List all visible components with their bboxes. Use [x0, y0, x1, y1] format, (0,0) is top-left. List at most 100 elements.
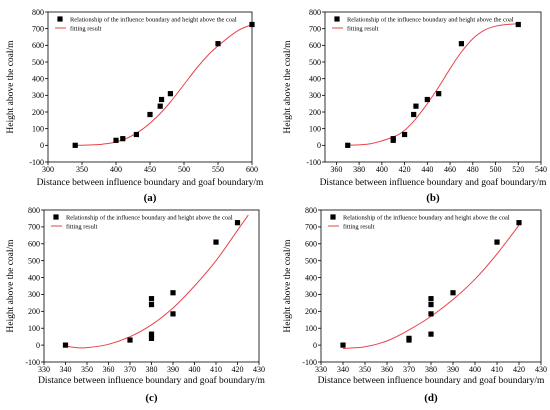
y-tick-label: 500	[28, 256, 40, 265]
data-point	[148, 296, 155, 302]
y-tick-label: 300	[28, 290, 40, 299]
y-tick-label: 500	[305, 256, 317, 265]
x-tick-label: 360	[103, 365, 115, 374]
x-tick-label: 340	[337, 365, 349, 374]
x-tick-label: 340	[60, 365, 72, 374]
x-tick-label: 390	[447, 365, 459, 374]
x-tick-label: 350	[81, 365, 93, 374]
y-tick-label: 800	[28, 206, 40, 215]
x-tick-label: 350	[76, 165, 88, 174]
x-tick-label: 450	[144, 165, 156, 174]
x-axis-label: Distance between influence boundary and …	[38, 375, 265, 386]
data-point	[340, 342, 346, 348]
x-tick-label: 370	[403, 365, 415, 374]
x-tick-label: 500	[490, 165, 502, 174]
y-tick-label: 500	[32, 58, 44, 67]
y-tick-label: 700	[28, 223, 40, 232]
y-tick-label: 800	[309, 8, 321, 17]
x-tick-label: 410	[210, 365, 222, 374]
legend-marker-points	[57, 16, 63, 22]
y-tick-label: 500	[309, 58, 321, 67]
x-tick-label: 600	[246, 165, 258, 174]
y-tick-label: 200	[28, 307, 40, 316]
data-point	[157, 103, 163, 109]
data-point	[113, 137, 119, 143]
y-tick-label: 600	[28, 240, 40, 249]
data-point	[401, 131, 408, 138]
fit-curve	[347, 23, 519, 146]
panels: 300 350 400 450 500 550 600 -100 0 100 200 300 400 50…	[6, 8, 547, 404]
data-point	[458, 41, 465, 47]
y-tick-label: 100	[32, 124, 44, 133]
y-tick-label: 0	[36, 341, 40, 350]
panel-label: (d)	[424, 392, 438, 404]
x-tick-label: 300	[42, 165, 54, 174]
x-tick-label: 330	[38, 365, 50, 374]
y-tick-label: 400	[32, 74, 44, 83]
chart-panel-3: 330 340 350 360 370 380 390 400 410 420 430 -100 0 10…	[6, 206, 266, 404]
x-tick-label: 540	[535, 165, 547, 174]
plot-frame	[324, 11, 542, 163]
y-tick-label: 100	[309, 124, 321, 133]
y-tick-label: 200	[309, 108, 321, 117]
legend-label-fit: fitting result	[66, 224, 98, 231]
x-tick-label: 400	[110, 165, 122, 174]
y-axis-label: Height above the coal/m	[283, 40, 293, 134]
x-tick-label: 440	[421, 165, 433, 174]
data-point	[170, 290, 176, 296]
data-point	[249, 21, 255, 28]
legend-marker-points	[53, 214, 59, 220]
x-tick-label: 430	[253, 365, 265, 374]
y-tick-label: 400	[28, 273, 40, 282]
data-point	[406, 335, 412, 341]
legend-marker-points	[330, 214, 336, 220]
fit-curve	[65, 214, 249, 349]
legend-label-points: Relationship of the influence boundary a…	[70, 17, 237, 24]
data-point	[516, 220, 522, 226]
x-tick-label: 480	[467, 165, 479, 174]
data-point	[148, 335, 155, 341]
y-tick-label: 200	[32, 108, 44, 117]
y-tick-label: 300	[309, 91, 321, 100]
y-tick-label: -100	[306, 158, 321, 167]
x-tick-label: 380	[146, 365, 158, 374]
y-tick-label: 700	[32, 24, 44, 33]
data-point	[494, 239, 500, 245]
data-point	[158, 96, 165, 103]
data-point	[147, 111, 153, 118]
x-tick-label: 330	[315, 365, 327, 374]
data-point	[62, 342, 69, 348]
x-axis-label: Distance between influence boundary and …	[318, 375, 545, 386]
y-tick-label: 0	[40, 141, 44, 150]
x-tick-label: 420	[399, 165, 411, 174]
panel-label: (a)	[144, 192, 157, 204]
panel-label: (c)	[145, 392, 158, 404]
x-tick-label: 550	[212, 165, 224, 174]
fit-curve	[75, 24, 252, 146]
chart-panel-2: 360 380 400 420 440 460 480 500 520 540 -100 0 100 20…	[283, 8, 547, 204]
data-point	[167, 91, 173, 97]
x-tick-label: 520	[512, 165, 524, 174]
y-tick-label: 100	[28, 324, 40, 333]
x-tick-label: 420	[513, 365, 525, 374]
data-point	[234, 220, 241, 226]
data-point	[120, 136, 126, 142]
data-point	[515, 21, 521, 28]
y-tick-label: 600	[309, 41, 321, 50]
legend-label-points: Relationship of the influence boundary a…	[347, 17, 514, 24]
legend-marker-points	[334, 16, 340, 22]
y-tick-label: 200	[305, 307, 317, 316]
x-tick-label: 420	[232, 365, 244, 374]
y-tick-label: 0	[317, 141, 321, 150]
y-tick-label: 800	[305, 206, 317, 215]
data-point	[413, 103, 419, 109]
x-tick-label: 390	[167, 365, 179, 374]
x-tick-label: 400	[376, 165, 388, 174]
x-tick-label: 460	[444, 165, 456, 174]
data-point	[424, 96, 430, 103]
x-tick-label: 430	[535, 365, 547, 374]
data-point	[450, 290, 456, 296]
legend-label-fit: fitting result	[343, 224, 375, 231]
plot-frame	[320, 209, 542, 363]
